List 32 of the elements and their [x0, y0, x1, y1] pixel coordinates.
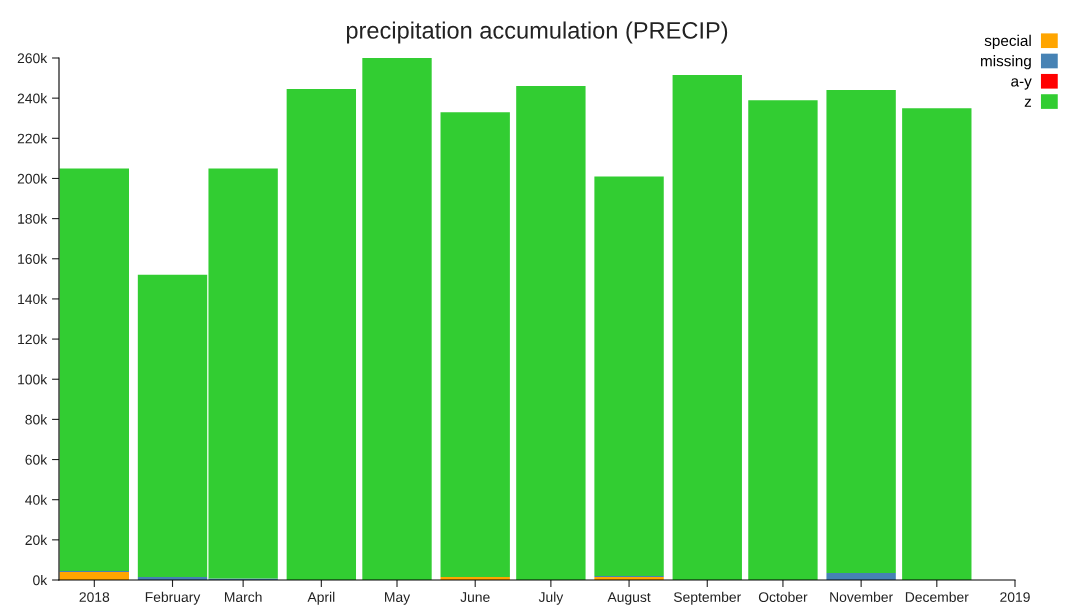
- y-tick-label: 200k: [17, 173, 48, 184]
- x-tick-label: October: [758, 591, 808, 603]
- y-tick-label: 180k: [18, 213, 48, 224]
- legend-label: z: [1024, 98, 1032, 107]
- x-tick-label: 2018: [79, 592, 110, 603]
- y-tick-label: 160k: [18, 253, 48, 264]
- y-tick-label: 60k: [25, 454, 48, 465]
- x-tick-label: June: [460, 592, 490, 603]
- x-tick-label: August: [607, 592, 651, 605]
- chart-title: precipitation accumulation (PRECIP): [346, 21, 728, 44]
- x-tick-label: March: [224, 591, 262, 603]
- legend-label: missing: [981, 55, 1031, 70]
- y-tick-label: 240k: [17, 93, 48, 104]
- x-tick-label: November: [830, 591, 893, 603]
- y-tick-label: 40k: [25, 494, 48, 505]
- x-tick-label: 2019: [1000, 592, 1030, 603]
- y-tick-label: 80k: [25, 414, 48, 425]
- x-tick-label: July: [538, 591, 564, 605]
- legend-label: special: [984, 34, 1031, 50]
- y-tick-label: 0k: [33, 574, 48, 586]
- x-tick-label: December: [905, 591, 969, 603]
- legend-label: a-y: [1011, 78, 1032, 90]
- y-tick-label: 100k: [18, 374, 48, 385]
- y-tick-label: 120k: [18, 334, 48, 345]
- x-tick-label: May: [385, 592, 411, 605]
- y-tick-label: 220k: [17, 133, 48, 144]
- y-tick-label: 140k: [18, 293, 48, 305]
- x-tick-label: April: [307, 591, 335, 605]
- y-tick-label: 260k: [17, 52, 48, 64]
- x-tick-label: September: [673, 591, 742, 605]
- x-tick-label: February: [145, 591, 201, 605]
- y-tick-label: 20k: [25, 534, 48, 546]
